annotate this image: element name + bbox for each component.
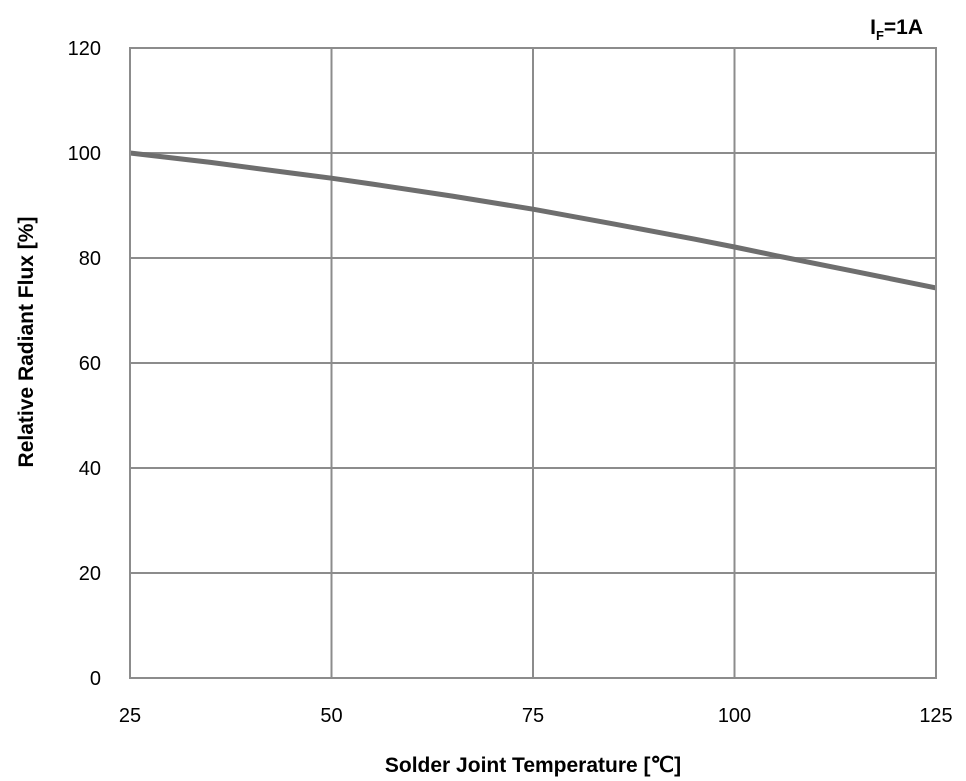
y-tick-label: 60 — [79, 353, 101, 375]
y-tick-label: 40 — [79, 458, 101, 480]
y-tick-label: 80 — [79, 248, 101, 270]
y-tick-label: 0 — [90, 668, 101, 690]
series-line — [129, 150, 937, 291]
condition-subscript: F — [876, 28, 884, 43]
x-axis-title: Solder Joint Temperature [℃] — [385, 754, 681, 777]
y-axis-title: Relative Radiant Flux [%] — [15, 217, 38, 468]
y-tick-label: 100 — [68, 143, 101, 165]
tick-labels: 25 50 75 100 125 0 20 40 60 80 100 120 — [68, 38, 953, 727]
x-tick-label: 125 — [919, 705, 952, 727]
condition-value: =1A — [884, 16, 923, 39]
y-tick-label: 120 — [68, 38, 101, 60]
x-tick-label: 50 — [320, 705, 342, 727]
y-tick-label: 20 — [79, 563, 101, 585]
condition-label: IF=1A — [870, 16, 923, 43]
x-tick-label: 75 — [522, 705, 544, 727]
x-tick-label: 25 — [119, 705, 141, 727]
plot-frame — [129, 47, 937, 679]
x-tick-label: 100 — [718, 705, 751, 727]
condition-symbol: I — [870, 16, 876, 39]
grid — [129, 47, 937, 679]
series-group — [129, 150, 937, 291]
